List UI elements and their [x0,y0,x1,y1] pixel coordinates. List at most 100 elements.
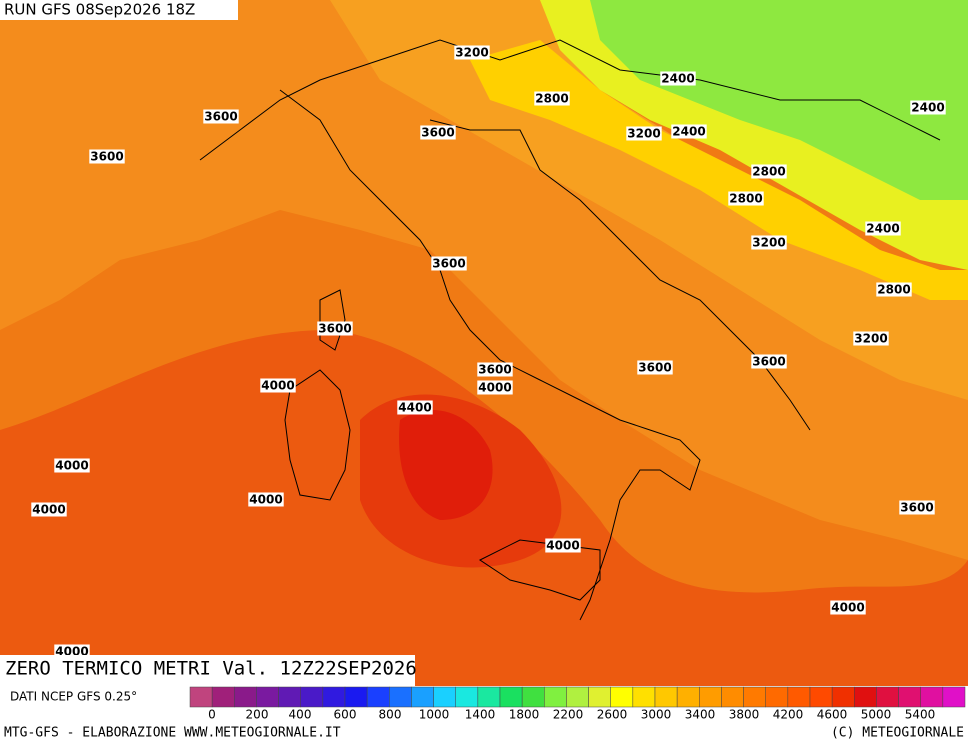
label-box [397,400,433,415]
colorbar-swatch [521,686,545,708]
colorbar-label: 1000 [419,708,450,722]
colorbar-swatch [455,686,479,708]
colorbar-swatch [920,686,944,708]
field-yellow [470,40,968,300]
contour-label: 3600 [204,110,237,124]
colorbar-swatch [300,686,324,708]
label-box [660,71,696,86]
footer-right: (C) METEOGIORNALE [831,726,964,741]
contour-label: 3200 [455,46,488,60]
label-box [626,126,662,141]
colorbar-label: 4200 [773,708,804,722]
label-box [751,235,787,250]
label-box [545,538,581,553]
colorbar-swatch [876,686,899,708]
contour-label: 3600 [432,257,465,271]
colorbar-label: 5000 [861,708,892,722]
label-box [31,502,67,517]
contour-label: 2800 [729,192,762,206]
colorbar-swatch [942,686,966,708]
contour-label: 2400 [911,101,944,115]
label-box [751,164,787,179]
colorbar-label: 3800 [729,708,760,722]
footer-left: MTG-GFS - ELABORAZIONE WWW.METEOGIORNALE… [4,726,341,741]
colorbar-swatch [610,686,634,708]
label-box [203,109,239,124]
contour-label: 2400 [672,125,705,139]
colorbar-swatch [632,686,656,708]
label-box [477,380,513,395]
field-orange [0,0,968,560]
coastlines [199,39,941,621]
contour-label: 4000 [249,493,282,507]
colorbar-swatch [211,686,235,708]
colorbar-label: 400 [289,708,312,722]
label-box [477,362,513,377]
header-box [0,0,238,20]
contour-label: 2400 [866,222,899,236]
map-field [0,0,968,686]
title: ZERO TERMICO METRI Val. 12Z22SEP2026 [5,658,417,680]
contour-label: 3600 [421,126,454,140]
label-box [54,458,90,473]
contour-label: 3600 [900,501,933,515]
label-box [420,125,456,140]
colorbar-label: 2200 [553,708,584,722]
colorbar-swatch [809,686,833,708]
contour-label: 3600 [752,355,785,369]
colorbar-label: 200 [246,708,269,722]
colorbar-swatch [765,686,789,708]
colorbar-swatch [831,686,855,708]
colorbar-label: 4600 [817,708,848,722]
colorbar-swatch [544,686,567,708]
contour-label: 2800 [535,92,568,106]
contour-label: 4400 [398,401,431,415]
colorbar-label: 0 [208,708,216,722]
colorbar-label: 3400 [685,708,716,722]
colorbar-swatch [411,686,434,708]
contour-label: 4000 [831,601,864,615]
label-box [248,492,284,507]
contour-label: 2400 [661,72,694,86]
colorbar-swatch [256,686,279,708]
colorbar-swatch [588,686,611,708]
colorbar-swatch [389,686,412,708]
contour-label: 4000 [478,381,511,395]
colorbar-swatch [566,686,589,708]
colorbar-swatch [654,686,678,708]
contour-label: 4000 [32,503,65,517]
colorbar-swatch [676,686,700,708]
label-box [671,124,707,139]
borders-north [199,39,941,161]
colorbar-swatch [322,686,346,708]
contour-label: 4000 [55,459,88,473]
label-box [728,191,764,206]
title-box [0,655,415,686]
colorbar-swatch [344,686,368,708]
run-label: RUN GFS 08Sep2026 18Z [4,1,195,19]
label-box [431,256,467,271]
label-box [751,354,787,369]
colorbar-label: 3000 [641,708,672,722]
colorbar-swatch [699,686,722,708]
contour-label: 3200 [854,332,887,346]
contour-label: 3600 [638,361,671,375]
contour-label: 4000 [261,379,294,393]
label-box [899,500,935,515]
colorbar-label: 5400 [905,708,936,722]
contour-label: 2800 [877,283,910,297]
colorbar-label: 800 [379,708,402,722]
colorbar-swatch [499,686,523,708]
colorbar-swatch [854,686,877,708]
colorbar: 0 200 400 600 800 1000 1400 1800 2200 2600 3000 340… [189,686,966,722]
contour-label: 2800 [752,165,785,179]
colorbar-swatch [743,686,766,708]
label-box [910,100,946,115]
colorbar-label: 2600 [597,708,628,722]
colorbar-label: 1800 [509,708,540,722]
colorbar-label: 1400 [465,708,496,722]
field-max [399,410,493,520]
colorbar-swatch [234,686,257,708]
